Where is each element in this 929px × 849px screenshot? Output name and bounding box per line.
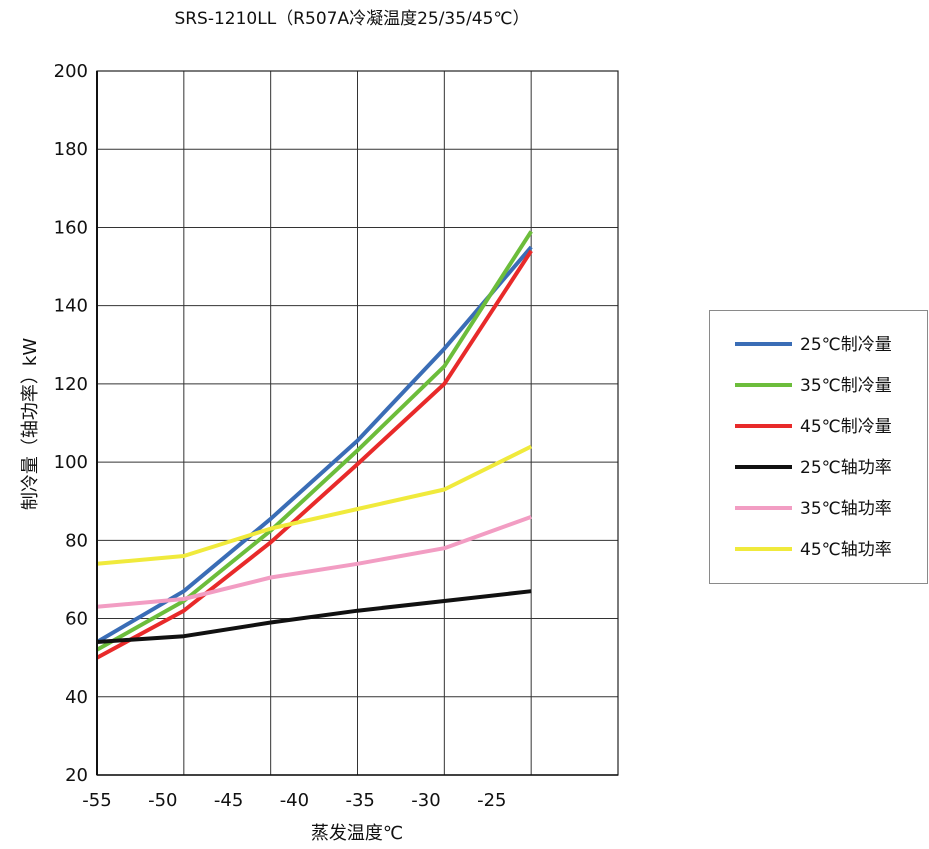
legend-box bbox=[709, 310, 928, 584]
legend-item: 35℃制冷量 bbox=[735, 376, 892, 396]
series-line-5 bbox=[96, 515, 532, 609]
series-line-4 bbox=[96, 589, 532, 644]
series-line-6 bbox=[96, 444, 533, 566]
x-tick-label: -55 bbox=[82, 790, 111, 811]
y-tick-label: 20 bbox=[65, 765, 88, 786]
legend-item: 25℃制冷量 bbox=[735, 335, 892, 355]
y-tick-label: 160 bbox=[54, 217, 88, 238]
legend-item: 45℃轴功率 bbox=[735, 540, 892, 560]
legend-label: 35℃轴功率 bbox=[800, 499, 892, 519]
chart-title: SRS-1210LL（R507A冷凝温度25/35/45℃） bbox=[174, 9, 529, 29]
series-line-3 bbox=[96, 249, 533, 660]
plot-area bbox=[95, 70, 619, 776]
x-tick-labels: -55 -50 -45 -40 -35 -30 -25 bbox=[82, 790, 506, 811]
legend: 25℃制冷量 35℃制冷量 45℃制冷量 25℃轴功率 35℃轴功率 45℃轴功率 bbox=[709, 310, 928, 584]
y-tick-label: 120 bbox=[54, 374, 88, 395]
series-line-2 bbox=[96, 230, 533, 652]
legend-label: 25℃制冷量 bbox=[800, 335, 892, 355]
x-axis-label: 蒸发温度℃ bbox=[311, 823, 403, 844]
legend-item: 45℃制冷量 bbox=[735, 417, 892, 437]
legend-items: 25℃制冷量 35℃制冷量 45℃制冷量 25℃轴功率 35℃轴功率 45℃轴功率 bbox=[735, 335, 892, 560]
x-tick-label: -30 bbox=[411, 790, 440, 811]
x-tick-label: -25 bbox=[477, 790, 506, 811]
y-tick-labels: 20 40 60 80 100 120 140 160 180 200 bbox=[54, 61, 88, 786]
x-tick-label: -40 bbox=[280, 790, 309, 811]
y-tick-label: 80 bbox=[65, 530, 88, 551]
y-tick-label: 60 bbox=[65, 609, 88, 630]
y-tick-label: 180 bbox=[54, 139, 88, 160]
legend-label: 35℃制冷量 bbox=[800, 376, 892, 396]
legend-label: 45℃轴功率 bbox=[800, 540, 892, 560]
x-tick-label: -50 bbox=[148, 790, 177, 811]
y-axis-label: 制冷量（轴功率）kW bbox=[20, 338, 41, 510]
y-tick-label: 40 bbox=[65, 687, 88, 708]
y-tick-label: 100 bbox=[54, 452, 88, 473]
y-tick-label: 140 bbox=[54, 296, 88, 317]
x-tick-label: -35 bbox=[345, 790, 374, 811]
y-tick-label: 200 bbox=[54, 61, 88, 82]
legend-item: 35℃轴功率 bbox=[735, 499, 892, 519]
legend-label: 25℃轴功率 bbox=[800, 458, 892, 478]
legend-item: 25℃轴功率 bbox=[735, 458, 892, 478]
legend-label: 45℃制冷量 bbox=[800, 417, 892, 437]
series-lines bbox=[95, 230, 533, 660]
x-tick-label: -45 bbox=[214, 790, 243, 811]
